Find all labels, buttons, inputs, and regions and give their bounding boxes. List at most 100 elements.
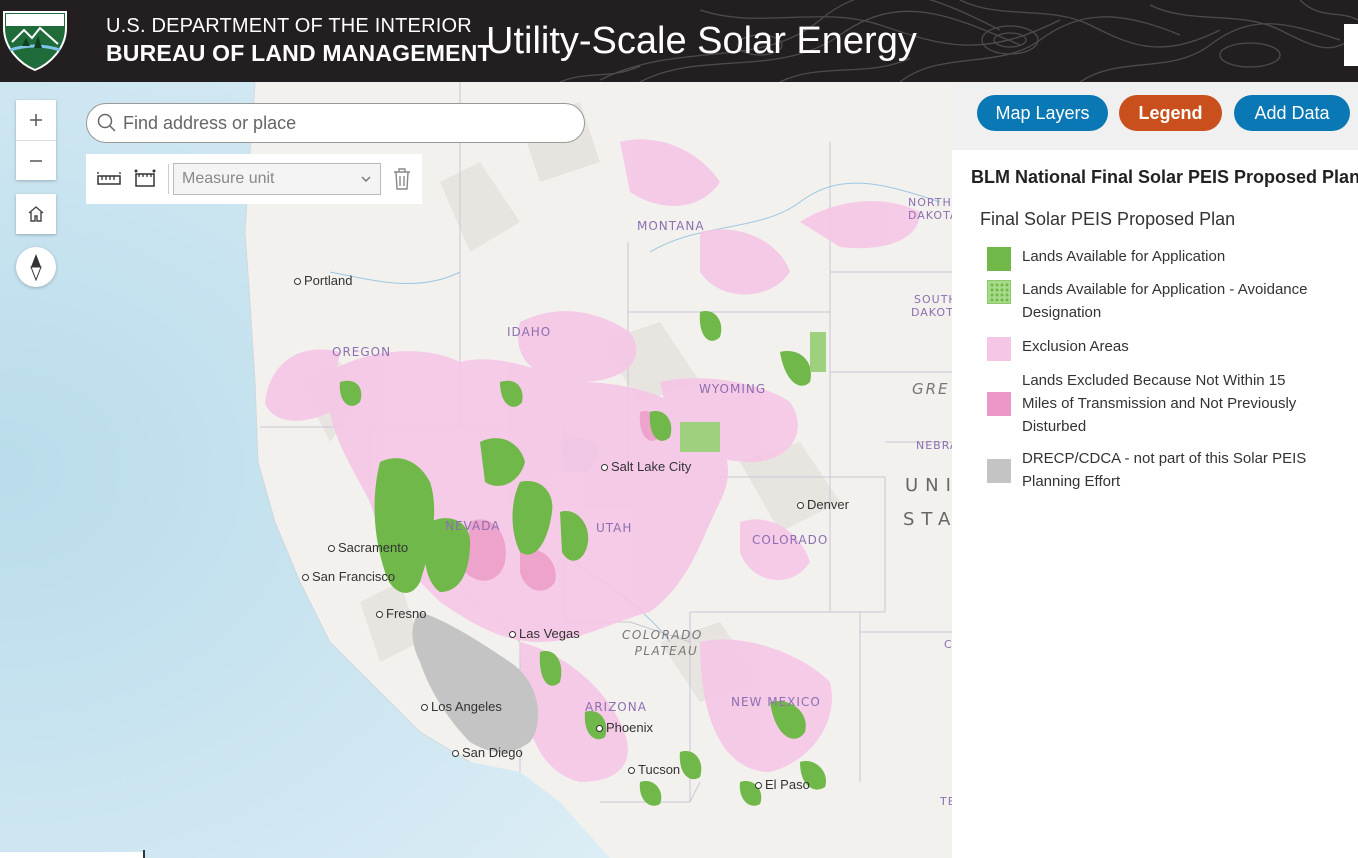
city-denver: Denver <box>797 497 849 512</box>
panel-toolbar: Map Layers Legend Add Data <box>952 82 1358 150</box>
region-label-line1: COLORADO <box>622 628 703 642</box>
city-label: Denver <box>807 497 849 512</box>
map-view[interactable]: MONTANA IDAHO OREGON WYOMING NEVADA UTAH… <box>0 82 952 858</box>
city-label: Phoenix <box>606 720 653 735</box>
region-label-colorado-plateau: COLORADO PLATEAU <box>622 627 703 659</box>
state-label-idaho: IDAHO <box>507 325 552 339</box>
legend-item-exclusion: Exclusion Areas <box>987 335 1312 361</box>
city-label: Portland <box>304 273 353 288</box>
legend-label: Lands Available for Application <box>1022 248 1226 265</box>
state-label-nevada: NEVADA <box>445 519 501 533</box>
city-tucson: Tucson <box>628 762 680 777</box>
city-san-diego: San Diego <box>452 745 523 760</box>
legend-label: Lands Available for Application - Avoida… <box>1022 281 1308 321</box>
zoom-control <box>16 100 56 180</box>
legend-swatch <box>987 459 1011 483</box>
bureau-name: BUREAU OF LAND MANAGEMENT <box>106 40 492 66</box>
header-menu-button[interactable] <box>1344 24 1358 66</box>
city-las-vegas: Las Vegas <box>509 626 580 641</box>
state-label-south: SOUTH <box>914 293 952 306</box>
trash-icon <box>394 168 410 190</box>
search-icon <box>97 113 116 132</box>
city-label: Fresno <box>386 606 427 621</box>
clear-measurement-button[interactable] <box>391 166 413 192</box>
state-label-new-mexico: NEW MEXICO <box>731 695 821 709</box>
city-marker-icon <box>797 502 804 510</box>
measure-unit-placeholder: Measure unit <box>182 170 275 187</box>
city-label: El Paso <box>765 777 810 792</box>
city-los-angeles: Los Angeles <box>421 699 502 714</box>
department-name: U.S. DEPARTMENT OF THE INTERIOR <box>106 15 472 37</box>
ruler-icon <box>97 172 121 185</box>
area-ruler-icon <box>134 169 156 187</box>
city-sacramento: Sacramento <box>328 540 408 555</box>
city-marker-icon <box>601 464 608 472</box>
legend-item-avoidance: Lands Available for Application - Avoida… <box>987 278 1312 324</box>
legend-button[interactable]: Legend <box>1119 95 1222 131</box>
region-label-great-plains: GRE <box>912 380 950 398</box>
city-marker-icon <box>509 631 516 639</box>
city-san-francisco: San Francisco <box>302 569 395 584</box>
city-marker-icon <box>421 704 428 712</box>
legend-label: DRECP/CDCA - not part of this Solar PEIS… <box>1022 450 1307 490</box>
region-label-line2: PLATEAU <box>634 644 699 658</box>
agency-name: U.S. DEPARTMENT OF THE INTERIOR BUREAU O… <box>106 14 492 68</box>
blm-logo <box>3 11 67 72</box>
search-box <box>86 103 585 143</box>
state-label-colorado: COLORADO <box>752 533 829 547</box>
state-label-dakota-south: DAKOTA <box>911 306 952 319</box>
city-phoenix: Phoenix <box>596 720 653 735</box>
legend-item-excluded-transmission: Lands Excluded Because Not Within 15 Mil… <box>987 369 1312 438</box>
city-marker-icon <box>628 767 635 775</box>
zoom-in-button[interactable] <box>16 100 56 140</box>
legend-label: Lands Excluded Because Not Within 15 Mil… <box>1022 372 1297 435</box>
topographic-background <box>559 0 1358 82</box>
legend-item-drecp: DRECP/CDCA - not part of this Solar PEIS… <box>987 447 1312 493</box>
map-layers-button[interactable]: Map Layers <box>977 95 1108 131</box>
state-label-wyoming: WYOMING <box>699 382 767 396</box>
city-portland: Portland <box>294 273 352 288</box>
legend-subtitle: Final Solar PEIS Proposed Plan <box>980 209 1236 229</box>
country-label-states: STA <box>903 509 952 530</box>
measure-unit-select[interactable]: Measure unit <box>173 163 381 195</box>
city-label: San Francisco <box>312 569 396 584</box>
legend-swatch <box>987 337 1011 361</box>
city-label: Tucson <box>638 762 681 777</box>
measure-area-button[interactable] <box>132 166 158 192</box>
city-label: San Diego <box>462 745 523 760</box>
side-panel: Map Layers Legend Add Data BLM National … <box>952 82 1358 858</box>
city-marker-icon <box>302 574 309 582</box>
search-input[interactable] <box>123 112 563 134</box>
chevron-down-icon <box>361 176 371 182</box>
add-data-button[interactable]: Add Data <box>1234 95 1350 131</box>
city-marker-icon <box>328 545 335 553</box>
app-title: Utility-Scale Solar Energy <box>486 20 917 62</box>
legend-title: BLM National Final Solar PEIS Proposed P… <box>971 167 1358 187</box>
legend-label: Exclusion Areas <box>1022 338 1129 355</box>
city-label: Los Angeles <box>431 699 502 714</box>
city-marker-icon <box>376 611 383 619</box>
plus-icon <box>30 114 42 126</box>
city-marker-icon <box>294 278 301 286</box>
compass-button[interactable] <box>16 247 56 287</box>
state-label-arizona: ARIZONA <box>585 700 647 714</box>
city-label: Salt Lake City <box>611 459 692 474</box>
city-label: Las Vegas <box>519 626 580 641</box>
compass-icon <box>30 254 42 281</box>
state-label-dakota-north: DAKOTA <box>908 209 952 222</box>
state-label-montana: MONTANA <box>637 219 705 233</box>
home-button[interactable] <box>16 194 56 234</box>
toolbar-divider <box>168 164 169 194</box>
state-label-oregon: OREGON <box>332 345 392 359</box>
legend-item-available: Lands Available for Application <box>987 245 1312 271</box>
legend-swatch <box>987 392 1011 416</box>
state-label-edge-te: TE <box>940 795 952 808</box>
minus-icon <box>30 159 42 162</box>
city-marker-icon <box>452 750 459 758</box>
measure-toolbar: Measure unit <box>86 154 422 204</box>
measure-distance-button[interactable] <box>96 166 122 192</box>
zoom-out-button[interactable] <box>16 140 56 180</box>
city-fresno: Fresno <box>376 606 426 621</box>
legend-swatch <box>987 247 1011 271</box>
city-el-paso: El Paso <box>755 777 810 792</box>
